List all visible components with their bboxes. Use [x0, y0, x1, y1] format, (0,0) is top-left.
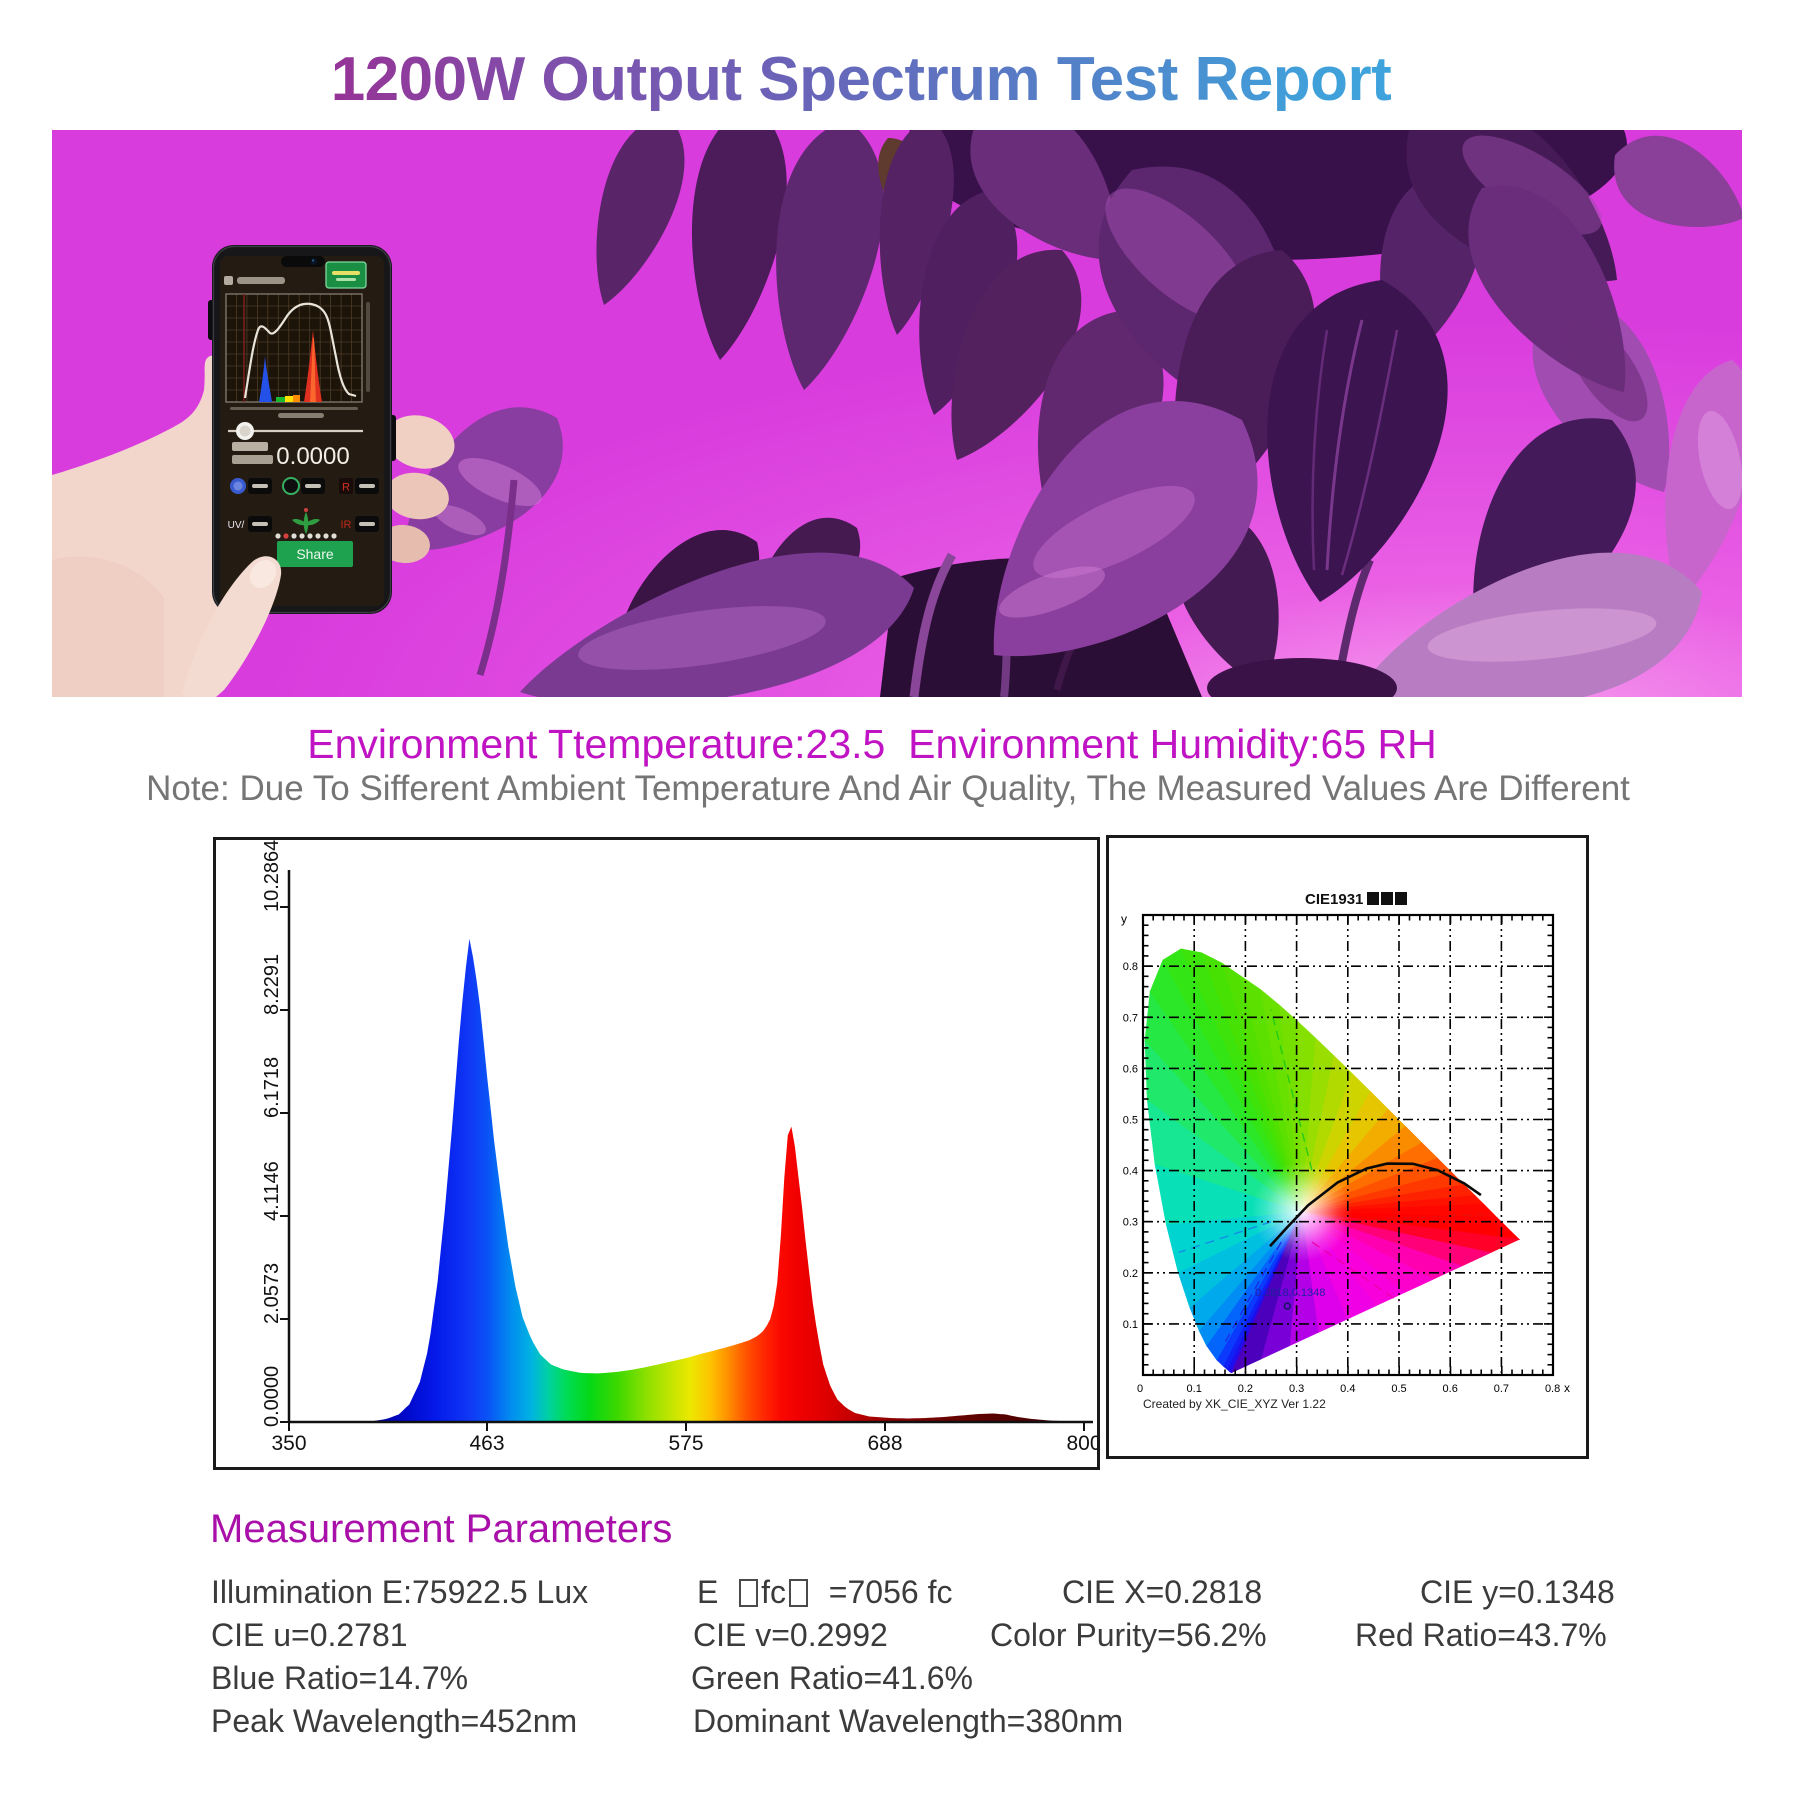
svg-text:0.0000: 0.0000 — [261, 1366, 283, 1427]
svg-text:0.2818,0.1348: 0.2818,0.1348 — [1255, 1287, 1325, 1299]
svg-text:0.3: 0.3 — [1289, 1383, 1304, 1395]
svg-text:2.0573: 2.0573 — [261, 1263, 283, 1324]
svg-text:R: R — [342, 482, 350, 494]
svg-text:0.3: 0.3 — [1123, 1217, 1138, 1229]
svg-text:0.1: 0.1 — [1187, 1383, 1202, 1395]
svg-text:350: 350 — [271, 1432, 306, 1455]
svg-text:0.8: 0.8 — [1123, 961, 1138, 973]
svg-text:Share: Share — [296, 546, 334, 562]
svg-text:0.4: 0.4 — [1340, 1383, 1355, 1395]
svg-text:Created by XK_CIE_XYZ Ver 1.22: Created by XK_CIE_XYZ Ver 1.22 — [1143, 1397, 1326, 1411]
svg-text:0.2: 0.2 — [1123, 1268, 1138, 1280]
svg-text:0.5: 0.5 — [1391, 1383, 1406, 1395]
svg-text:x: x — [1564, 1381, 1570, 1395]
svg-text:6.1718: 6.1718 — [261, 1057, 283, 1118]
svg-text:CIE1931: CIE1931 — [1305, 891, 1363, 908]
svg-text:0.0000: 0.0000 — [276, 443, 349, 470]
svg-text:4.1146: 4.1146 — [261, 1161, 283, 1221]
svg-text:0.7: 0.7 — [1494, 1383, 1509, 1395]
svg-text:10.2864: 10.2864 — [261, 840, 283, 912]
svg-text:0.6: 0.6 — [1443, 1383, 1458, 1395]
svg-text:0.4: 0.4 — [1123, 1166, 1138, 1178]
svg-text:0.1: 0.1 — [1123, 1319, 1138, 1331]
svg-text:0.6: 0.6 — [1123, 1063, 1138, 1075]
svg-text:y: y — [1121, 912, 1127, 926]
svg-text:0: 0 — [1137, 1383, 1143, 1395]
svg-text:800: 800 — [1066, 1432, 1097, 1455]
svg-text:0.5: 0.5 — [1123, 1115, 1138, 1127]
svg-text:IR: IR — [341, 519, 352, 531]
svg-text:UV/: UV/ — [228, 520, 245, 531]
svg-text:0.2: 0.2 — [1238, 1383, 1253, 1395]
svg-text:575: 575 — [668, 1432, 703, 1455]
svg-text:688: 688 — [867, 1432, 902, 1455]
svg-text:463: 463 — [469, 1432, 504, 1455]
svg-text:0.7: 0.7 — [1123, 1012, 1138, 1024]
svg-text:0.8: 0.8 — [1545, 1383, 1560, 1395]
svg-text:8.2291: 8.2291 — [261, 954, 283, 1015]
